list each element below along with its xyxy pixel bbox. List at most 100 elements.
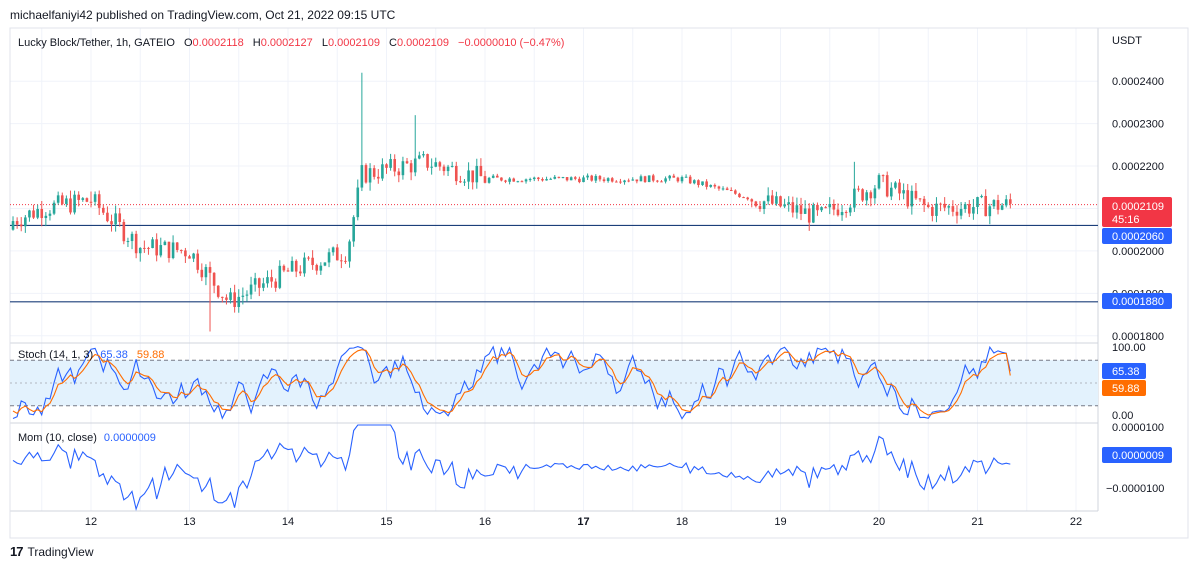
stoch-legend: Stoch (14, 1, 3) 65.38 59.88 <box>18 349 164 361</box>
candle-body <box>569 177 573 181</box>
candle-body <box>861 189 864 201</box>
candle-body <box>947 206 951 208</box>
candle-body <box>573 177 577 179</box>
candle-body <box>816 204 819 211</box>
candle-body <box>360 165 364 188</box>
chart-frame <box>9 27 1189 539</box>
price-tick-label: 0.0002200 <box>1112 161 1164 173</box>
level-lower-badge-bg <box>1102 293 1172 309</box>
candle-body <box>385 164 388 168</box>
candle-body <box>159 245 163 256</box>
candle-body <box>922 198 926 205</box>
candle-body <box>1009 199 1012 204</box>
stoch-label: Stoch (14, 1, 3) <box>18 349 93 361</box>
stoch-axis-bottom: 0.00 <box>1112 410 1133 422</box>
candle-body <box>405 161 409 164</box>
candle-body <box>307 257 310 259</box>
candle-body <box>836 209 840 216</box>
candle-body <box>114 213 117 225</box>
candle-body <box>15 221 19 225</box>
candle-body <box>664 178 667 182</box>
candle-body <box>512 178 516 182</box>
candle-body <box>356 187 360 218</box>
stoch-k-value: 65.38 <box>100 349 128 361</box>
candle-body <box>750 199 754 202</box>
candle-body <box>446 166 450 172</box>
candle-body <box>680 177 684 182</box>
candle-body <box>475 165 479 183</box>
candle-body <box>676 177 680 182</box>
legend-close-label: C <box>389 37 397 49</box>
candle-body <box>155 239 158 256</box>
legend-low-label: L <box>322 37 328 49</box>
level-upper-badge-bg <box>1102 228 1172 244</box>
candle-body <box>910 190 914 207</box>
candle-body <box>955 211 959 216</box>
candle-body <box>693 180 696 184</box>
time-tick-label: 20 <box>873 516 885 528</box>
candle-body <box>795 205 799 213</box>
mom-axis-bottom: −0.0000100 <box>1106 483 1164 495</box>
mom-badge: 0.0000009 <box>1102 447 1172 463</box>
candle-body <box>52 202 56 214</box>
candle-body <box>118 213 122 222</box>
candle-body <box>935 203 938 216</box>
candle-body <box>364 165 368 183</box>
candle-body <box>627 180 630 182</box>
candle-body <box>590 175 594 181</box>
candle-body <box>939 203 942 205</box>
candle-body <box>102 207 105 213</box>
candle-body <box>959 209 963 216</box>
level-lower-badge-value: 0.0001880 <box>1112 296 1164 308</box>
candle-body <box>951 206 955 212</box>
candle-body <box>734 190 737 194</box>
candle-body <box>463 181 466 183</box>
candle-body <box>290 260 294 272</box>
candle-body <box>459 181 462 183</box>
time-tick-label: 15 <box>380 516 392 528</box>
time-tick-label: 12 <box>85 516 97 528</box>
candle-body <box>824 207 827 209</box>
candle-body <box>401 161 405 176</box>
candle-body <box>524 179 528 182</box>
candle-body <box>857 188 860 190</box>
candle-body <box>208 267 212 273</box>
candle-body <box>709 184 713 187</box>
candle-body <box>926 204 930 208</box>
tradingview-brand[interactable]: 17 TradingView <box>10 544 94 559</box>
candle-body <box>553 176 557 179</box>
price-tick-label: 0.0002400 <box>1112 76 1164 88</box>
candle-body <box>467 170 470 182</box>
candle-body <box>898 182 901 194</box>
candle-body <box>130 233 134 242</box>
candle-body <box>299 271 302 274</box>
candle-body <box>754 201 758 207</box>
candle-body <box>60 195 64 204</box>
candle-body <box>483 176 487 183</box>
candle-body <box>434 162 438 167</box>
candle-body <box>381 164 384 179</box>
last-price-badge: 0.0002109 45:16 <box>1102 197 1172 227</box>
candle-body <box>175 242 179 250</box>
candle-body <box>245 294 249 296</box>
candle-body <box>684 176 688 178</box>
tradingview-logo-icon: 17 <box>10 544 24 559</box>
mom-axis-top: 0.0000100 <box>1112 422 1164 434</box>
candle-body <box>803 208 807 214</box>
candle-body <box>606 178 610 182</box>
candle-body <box>376 176 380 179</box>
candle-body <box>738 193 741 198</box>
stoch-k-badge-value: 65.38 <box>1112 366 1140 378</box>
price-tick-label: 0.0002300 <box>1112 119 1164 131</box>
candle-body <box>331 247 335 253</box>
candle-body <box>668 175 671 179</box>
time-tick-label: 21 <box>971 516 983 528</box>
candle-body <box>97 194 101 208</box>
legend-change: −0.0000010 (−0.47%) <box>458 37 564 49</box>
candle-body <box>233 292 236 307</box>
candle-body <box>549 178 552 180</box>
candle-body <box>241 295 245 297</box>
candle-body <box>963 204 967 210</box>
candle-body <box>647 175 651 183</box>
